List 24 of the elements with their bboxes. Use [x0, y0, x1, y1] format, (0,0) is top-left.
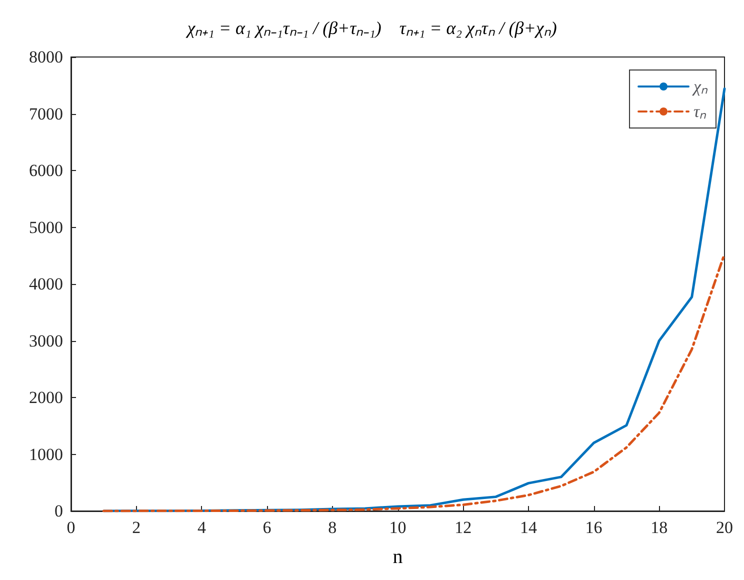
x-tick-label: 20	[716, 518, 733, 537]
y-tick-label: 1000	[29, 444, 63, 464]
y-tick-label: 2000	[29, 388, 63, 407]
x-tick-label: 0	[66, 518, 76, 537]
y-tick-label: 3000	[29, 331, 63, 350]
x-tick-label: 4	[197, 518, 206, 537]
y-tick-label: 5000	[29, 218, 63, 237]
y-tick-label: 7000	[29, 104, 63, 124]
y-tick-label: 6000	[29, 161, 63, 180]
x-tick-label: 12	[454, 518, 472, 537]
x-tick-label: 10	[389, 518, 406, 537]
y-tick-label: 0	[54, 502, 63, 520]
x-tick-label: 2	[132, 518, 141, 537]
y-tick-label: 4000	[29, 274, 63, 294]
legend-label: τₙ	[694, 102, 707, 121]
x-tick-label: 18	[650, 518, 668, 537]
x-tick-label: 6	[262, 518, 272, 537]
chart-title: χₙ₊₁ = α₁ χₙ₋₁τₙ₋₁ / (β+τₙ₋₁) τₙ₊₁ = α₂ χₙτₙ / (β+χₙ)	[185, 18, 557, 38]
x-axis-title: n	[392, 546, 403, 568]
y-tick-label: 8000	[29, 48, 63, 66]
legend-label: χₙ	[692, 77, 708, 96]
x-tick-label: 14	[520, 518, 538, 537]
x-tick-label: 16	[585, 518, 602, 537]
x-tick-label: 8	[328, 518, 337, 537]
